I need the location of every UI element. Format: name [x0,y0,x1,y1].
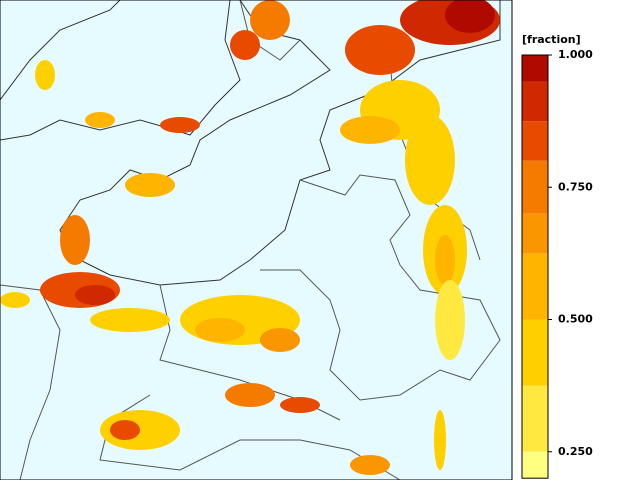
colorbar-band [522,213,548,254]
colorbar-band [522,55,548,82]
colorbar-band [522,319,548,386]
colorbar-band [522,385,548,452]
colorbar-tick-label: 1.000 [558,48,593,61]
colorbar-band [522,160,548,214]
scandinavia [0,0,241,141]
colorbar: 1.000 0.750 0.500 0.250 [521,48,593,479]
colorbar-band [522,81,548,122]
colorbar-band [522,121,548,161]
country-borders [0,0,501,480]
baltic-coast [59,0,501,286]
map-frame [0,0,513,480]
colorbar-band [522,451,548,479]
colorbar-tick-label: 0.750 [558,180,593,193]
fraction-field [0,0,500,475]
colorbar-band [522,253,548,320]
colorbar-tick-label: 0.250 [558,445,593,458]
colorbar-label: [fraction] [522,33,581,46]
colorbar-frame [521,54,549,479]
map [0,0,513,480]
colorbar-tick-label: 0.500 [558,313,593,326]
